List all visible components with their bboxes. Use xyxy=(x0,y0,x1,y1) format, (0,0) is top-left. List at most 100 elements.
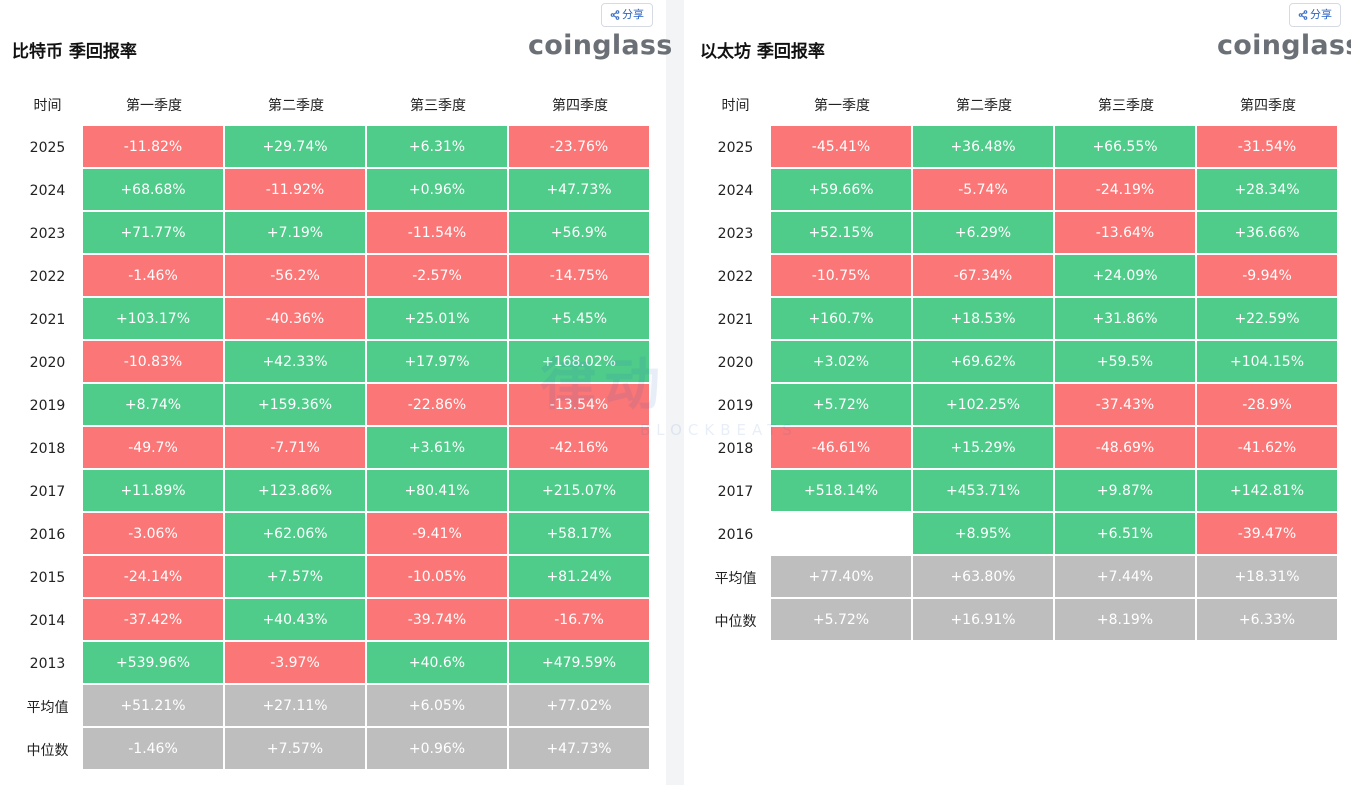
header-q4: 第四季度 xyxy=(1240,97,1296,114)
table-header-row: 时间 第一季度 第二季度 第三季度 第四季度 xyxy=(12,83,651,126)
row-year-label: 2025 xyxy=(717,139,754,156)
return-cell: -10.75% xyxy=(771,255,913,298)
stats-row: 中位数 -1.46% +7.57% +0.96% +47.73% xyxy=(12,728,651,771)
return-cell: +17.97% xyxy=(367,341,509,384)
return-cell: +24.09% xyxy=(1055,255,1197,298)
stats-cell: -1.46% xyxy=(83,728,225,771)
row-year-label: 2023 xyxy=(717,225,754,242)
return-cell: +0.96% xyxy=(367,169,509,212)
return-cell: +22.59% xyxy=(1197,298,1339,341)
return-cell: +7.19% xyxy=(225,212,367,255)
header-time: 时间 xyxy=(33,97,62,114)
stats-cell: +7.57% xyxy=(225,728,367,771)
row-year-label: 2021 xyxy=(29,311,66,328)
return-cell: +29.74% xyxy=(225,126,367,169)
table-row: 2017 +518.14% +453.71% +9.87% +142.81% xyxy=(700,470,1339,513)
return-cell: +58.17% xyxy=(509,513,651,556)
return-cell: -39.47% xyxy=(1197,513,1339,556)
table-row: 2014 -37.42% +40.43% -39.74% -16.7% xyxy=(12,599,651,642)
return-cell: +36.48% xyxy=(913,126,1055,169)
return-cell: -40.36% xyxy=(225,298,367,341)
header-time: 时间 xyxy=(721,97,750,114)
row-year-label: 2020 xyxy=(717,354,754,371)
row-year-label: 2017 xyxy=(29,483,66,500)
stats-cell: +16.91% xyxy=(913,599,1055,642)
return-cell: -45.41% xyxy=(771,126,913,169)
return-cell: -10.83% xyxy=(83,341,225,384)
return-cell: -56.2% xyxy=(225,255,367,298)
share-button[interactable]: 分享 xyxy=(601,3,653,27)
eth-panel: 分享 以太坊 季回报率 coinglass 时间 第一季度 第二季度 第三季度 第四季度… xyxy=(684,0,1351,785)
share-button[interactable]: 分享 xyxy=(1289,3,1341,27)
return-cell: -24.19% xyxy=(1055,169,1197,212)
return-cell: -42.16% xyxy=(509,427,651,470)
header-q4: 第四季度 xyxy=(552,97,608,114)
stats-label: 中位数 xyxy=(26,742,69,759)
return-cell: -16.7% xyxy=(509,599,651,642)
return-cell: -13.64% xyxy=(1055,212,1197,255)
return-cell: -13.54% xyxy=(509,384,651,427)
return-cell: +69.62% xyxy=(913,341,1055,384)
return-cell: -41.62% xyxy=(1197,427,1339,470)
stats-cell: +63.80% xyxy=(913,556,1055,599)
return-cell: +56.9% xyxy=(509,212,651,255)
row-year-label: 2014 xyxy=(29,612,66,629)
header-q2: 第二季度 xyxy=(268,97,324,114)
table-row: 2020 -10.83% +42.33% +17.97% +168.02% xyxy=(12,341,651,384)
row-year-label: 2023 xyxy=(29,225,66,242)
table-header-row: 时间 第一季度 第二季度 第三季度 第四季度 xyxy=(700,83,1339,126)
stats-cell: +18.31% xyxy=(1197,556,1339,599)
stats-cell: +27.11% xyxy=(225,685,367,728)
table-row: 2022 -10.75% -67.34% +24.09% -9.94% xyxy=(700,255,1339,298)
header-q2: 第二季度 xyxy=(956,97,1012,114)
return-cell: +71.77% xyxy=(83,212,225,255)
header-q1: 第一季度 xyxy=(126,97,182,114)
return-cell: +31.86% xyxy=(1055,298,1197,341)
row-year-label: 2018 xyxy=(29,440,66,457)
return-cell: -3.97% xyxy=(225,642,367,685)
table-row: 2022 -1.46% -56.2% -2.57% -14.75% xyxy=(12,255,651,298)
return-cell: +40.6% xyxy=(367,642,509,685)
return-cell: +123.86% xyxy=(225,470,367,513)
return-cell: -5.74% xyxy=(913,169,1055,212)
row-year-label: 2017 xyxy=(717,483,754,500)
return-cell: -11.92% xyxy=(225,169,367,212)
stats-cell: +6.05% xyxy=(367,685,509,728)
return-cell: +104.15% xyxy=(1197,341,1339,384)
table-row: 2024 +59.66% -5.74% -24.19% +28.34% xyxy=(700,169,1339,212)
stats-cell: +8.19% xyxy=(1055,599,1197,642)
return-cell: -23.76% xyxy=(509,126,651,169)
return-cell: +479.59% xyxy=(509,642,651,685)
return-cell: +5.45% xyxy=(509,298,651,341)
return-cell: -22.86% xyxy=(367,384,509,427)
eth-title: 以太坊 季回报率 xyxy=(700,42,825,62)
return-cell: +8.95% xyxy=(913,513,1055,556)
table-row: 2015 -24.14% +7.57% -10.05% +81.24% xyxy=(12,556,651,599)
return-cell: +40.43% xyxy=(225,599,367,642)
return-cell: +102.25% xyxy=(913,384,1055,427)
return-cell: +8.74% xyxy=(83,384,225,427)
return-cell: +62.06% xyxy=(225,513,367,556)
return-cell: +518.14% xyxy=(771,470,913,513)
return-cell: +3.02% xyxy=(771,341,913,384)
return-cell: +81.24% xyxy=(509,556,651,599)
return-cell: +539.96% xyxy=(83,642,225,685)
row-year-label: 2019 xyxy=(29,397,66,414)
return-cell: +11.89% xyxy=(83,470,225,513)
table-row: 2016 +8.95% +6.51% -39.47% xyxy=(700,513,1339,556)
return-cell: +453.71% xyxy=(913,470,1055,513)
return-cell: +6.29% xyxy=(913,212,1055,255)
table-row: 2017 +11.89% +123.86% +80.41% +215.07% xyxy=(12,470,651,513)
table-row: 2025 -45.41% +36.48% +66.55% -31.54% xyxy=(700,126,1339,169)
table-row: 2023 +71.77% +7.19% -11.54% +56.9% xyxy=(12,212,651,255)
table-row: 2019 +5.72% +102.25% -37.43% -28.9% xyxy=(700,384,1339,427)
return-cell: -67.34% xyxy=(913,255,1055,298)
stats-label: 中位数 xyxy=(714,613,757,630)
return-cell: +215.07% xyxy=(509,470,651,513)
return-cell: -10.05% xyxy=(367,556,509,599)
table-row: 2016 -3.06% +62.06% -9.41% +58.17% xyxy=(12,513,651,556)
return-cell: +9.87% xyxy=(1055,470,1197,513)
return-cell: -48.69% xyxy=(1055,427,1197,470)
return-cell: +18.53% xyxy=(913,298,1055,341)
row-year-label: 2024 xyxy=(29,182,66,199)
